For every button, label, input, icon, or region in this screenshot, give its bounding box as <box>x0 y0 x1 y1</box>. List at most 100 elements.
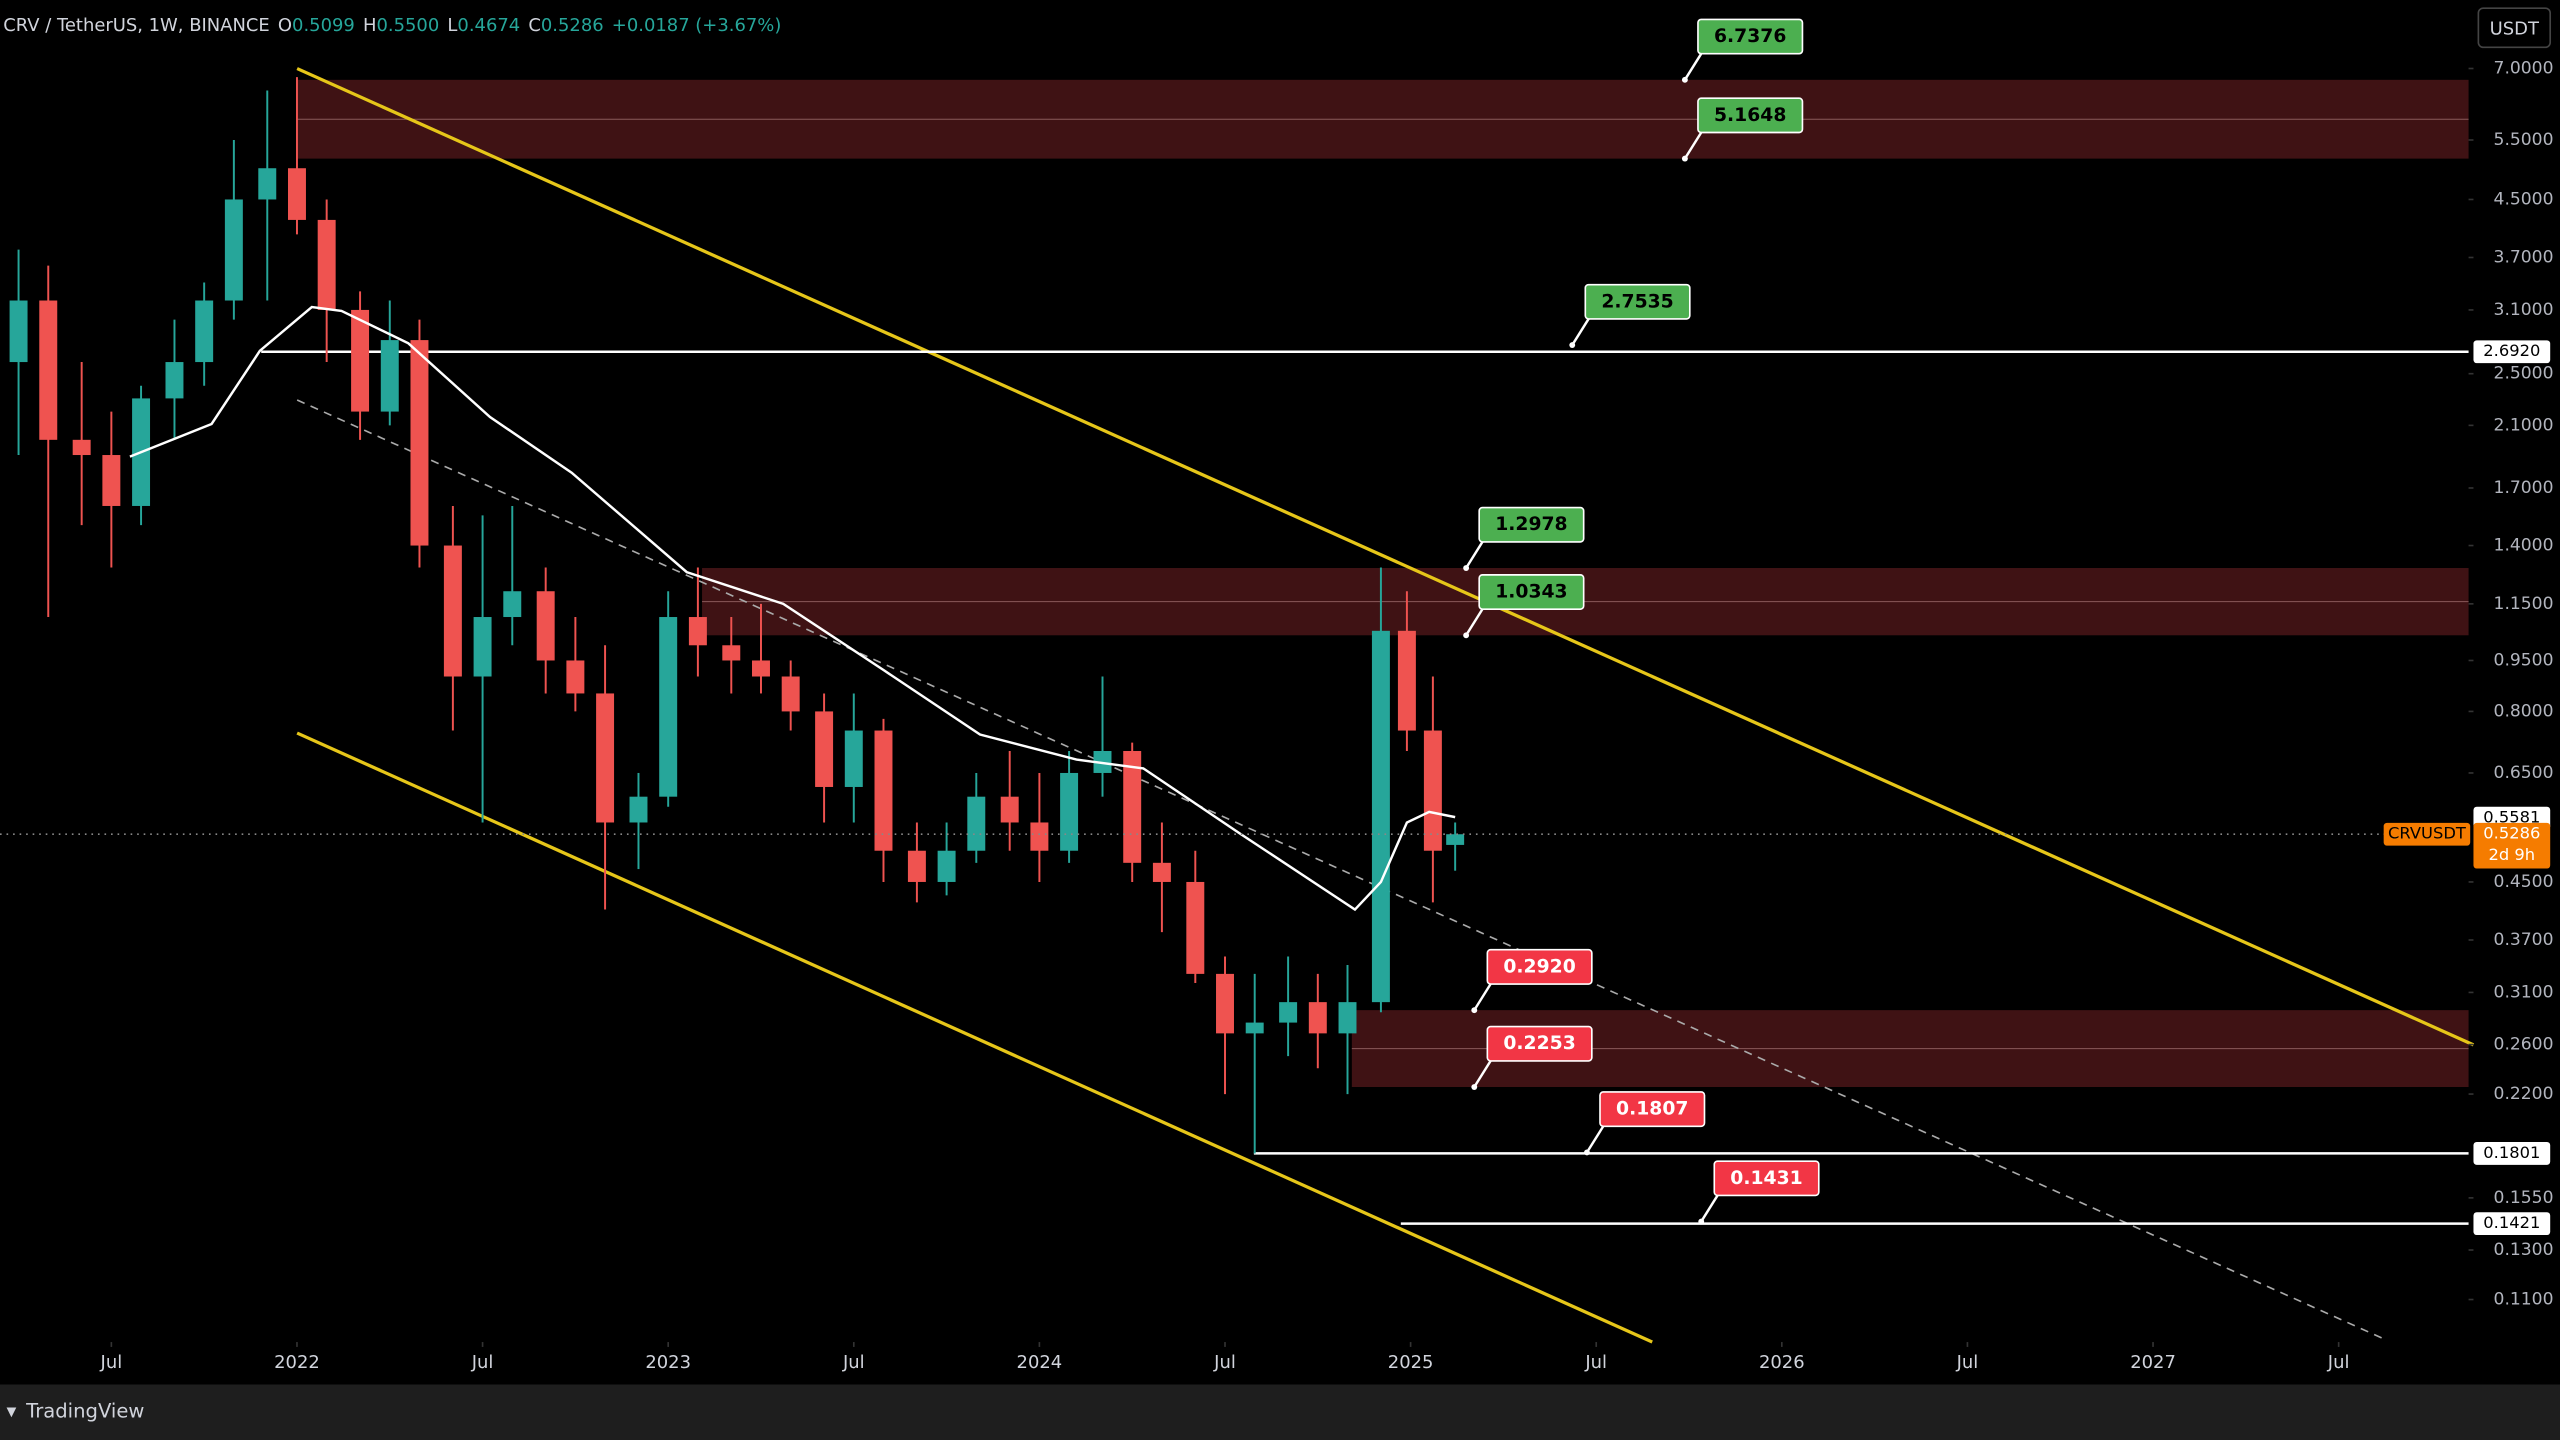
candle-body <box>781 676 800 712</box>
callout-label: 0.1431 <box>1730 1168 1802 1189</box>
y-tick-label: 0.3100 <box>2494 982 2554 1002</box>
y-tick-label: 0.2600 <box>2494 1035 2554 1055</box>
level-tag <box>2473 1141 2551 1165</box>
x-tick-label: Jul <box>1213 1352 1236 1373</box>
plot <box>0 77 2469 1225</box>
candle-body <box>39 300 58 440</box>
y-tick-label: 0.1550 <box>2494 1188 2554 1208</box>
callout-anchor <box>1463 565 1470 571</box>
y-tick-label: 3.7000 <box>2494 247 2554 267</box>
candle-body <box>1371 630 1390 1003</box>
x-tick-label: Jul <box>1956 1352 1979 1373</box>
callout-anchor <box>1584 1149 1590 1156</box>
candle-body <box>195 300 214 363</box>
y-tick-label: 0.1100 <box>2494 1290 2554 1310</box>
high-value: 0.5500 <box>376 15 439 36</box>
open-value: 0.5099 <box>292 15 355 36</box>
callout-pointer <box>1465 541 1484 569</box>
candle-body <box>1186 881 1205 974</box>
callout-label: 6.7376 <box>1714 26 1786 47</box>
callout-label: 5.1648 <box>1714 105 1786 126</box>
candle-body <box>224 199 243 301</box>
callout-box <box>1599 1091 1706 1128</box>
candle-body <box>1030 822 1049 851</box>
candle-body <box>1152 862 1171 882</box>
callout-anchor <box>1463 632 1470 639</box>
change: +0.0187 (+3.67%) <box>612 15 782 36</box>
y-tick-label: 0.8000 <box>2494 701 2554 721</box>
candle-body <box>473 617 492 677</box>
logo: ▾ <box>7 1400 17 1423</box>
close-letter: C <box>528 15 541 36</box>
candle-body <box>596 693 615 823</box>
candle-body <box>410 340 429 546</box>
symbol-tag-label: CRVUSDT <box>2388 824 2467 843</box>
callout-pointer <box>1465 608 1484 636</box>
candle-body <box>1397 630 1416 731</box>
x-tick-label: 2024 <box>1017 1352 1063 1373</box>
footer-bar <box>0 1384 2560 1440</box>
brand: TradingView <box>25 1400 144 1423</box>
candle-body <box>1216 973 1234 1034</box>
level-tag <box>2473 340 2551 364</box>
open-letter: O <box>278 15 292 36</box>
price-tag-label: 0.5286 <box>2483 824 2540 843</box>
ma-tag-label: 0.5581 <box>2483 808 2540 827</box>
candle-body <box>351 309 370 412</box>
callout-label: 0.2920 <box>1503 956 1575 977</box>
candle-body <box>258 168 277 200</box>
candle-body <box>688 617 707 646</box>
candle-body <box>287 168 306 220</box>
callout-box <box>1486 1025 1593 1062</box>
candle-body <box>844 730 863 787</box>
price-tag <box>2473 822 2551 869</box>
y-tick-label: 7.0000 <box>2494 59 2554 79</box>
callout-label: 1.0343 <box>1495 582 1567 603</box>
callout-pointer <box>1683 131 1703 160</box>
x-tick-label: Jul <box>100 1352 123 1373</box>
candle-body <box>907 850 926 882</box>
callout-box <box>1697 18 1804 55</box>
moving-average <box>129 305 1456 912</box>
callout-box <box>1697 97 1804 134</box>
callout-anchor <box>1471 1084 1478 1090</box>
candle-body <box>1423 730 1442 851</box>
candle-body <box>9 300 28 363</box>
y-tick-label: 5.5000 <box>2494 130 2554 150</box>
x-tick-label: 2022 <box>274 1352 320 1373</box>
y-tick-label: 0.4500 <box>2494 872 2554 892</box>
y-tick-label: 4.5000 <box>2494 189 2554 209</box>
y-tick-label: 0.2200 <box>2494 1084 2554 1104</box>
callout-pointer <box>1473 983 1492 1011</box>
candle-body <box>380 340 399 412</box>
level-tag-label: 0.1421 <box>2483 1213 2540 1232</box>
candle-body <box>1279 1002 1298 1023</box>
callout-box <box>1584 283 1691 320</box>
candle-body <box>1245 1022 1264 1034</box>
callout-anchor <box>1698 1218 1705 1225</box>
x-tick-label: 2023 <box>645 1352 691 1373</box>
candle-body <box>874 730 893 851</box>
y-tick-label: 1.1500 <box>2494 594 2554 614</box>
candle-body <box>722 645 741 661</box>
callout-anchor <box>1471 1007 1478 1014</box>
candle-body <box>629 796 648 823</box>
candle-body <box>1308 1002 1327 1034</box>
y-tick-label: 2.5000 <box>2494 364 2554 384</box>
x-tick-label: 2027 <box>2130 1352 2176 1373</box>
y-tick-label: 2.1000 <box>2494 415 2554 435</box>
candle-body <box>967 796 986 851</box>
currency-button[interactable] <box>2477 7 2552 49</box>
countdown: 2d 9h <box>2489 845 2536 864</box>
y-tick-label: 3.1000 <box>2494 300 2554 320</box>
y-tick-label: 0.6500 <box>2494 763 2554 783</box>
candle-body <box>937 850 956 882</box>
callout-pointer <box>1571 318 1590 346</box>
header-title: CRV / TetherUS, 1W, BINANCE O0.5099 H0.550… <box>3 15 781 36</box>
callout-anchor <box>1569 342 1576 348</box>
y-tick-label: 1.4000 <box>2494 536 2554 556</box>
symbol-tag <box>2383 822 2471 846</box>
